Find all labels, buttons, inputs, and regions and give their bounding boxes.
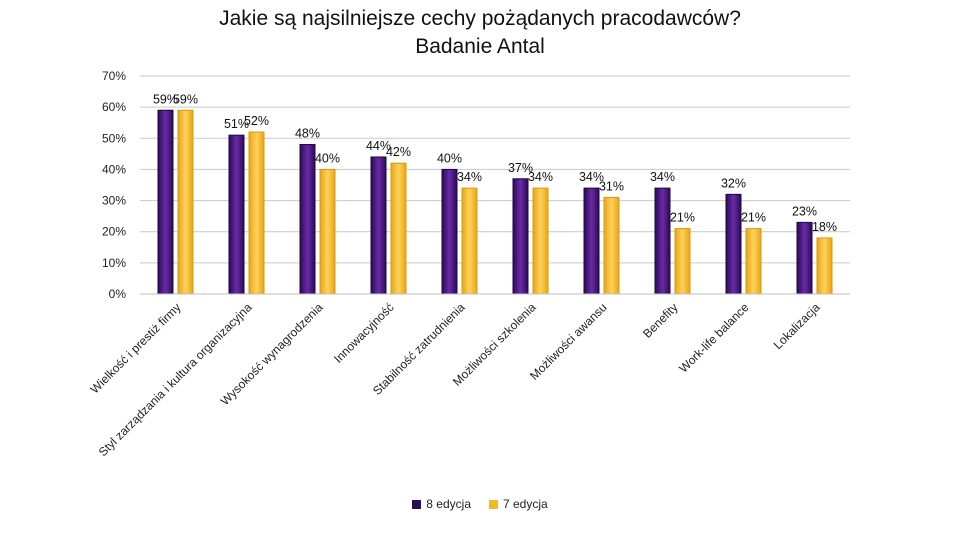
data-label: 32% <box>721 176 746 190</box>
y-tick-label: 30% <box>102 194 126 208</box>
data-label: 34% <box>579 170 604 184</box>
y-tick-label: 60% <box>102 100 126 114</box>
data-label: 40% <box>315 151 340 165</box>
data-label: 51% <box>224 117 249 131</box>
chart-subtitle: Badanie Antal <box>415 35 545 58</box>
legend-label-7-edycja: 7 edycja <box>503 497 548 511</box>
data-label: 52% <box>244 114 269 128</box>
data-label: 34% <box>528 170 553 184</box>
data-label: 37% <box>508 161 533 175</box>
legend-item-8-edycja: 8 edycja <box>412 497 471 511</box>
data-label: 31% <box>599 179 624 193</box>
data-label: 59% <box>173 92 198 106</box>
bar-8-edycja <box>512 178 529 295</box>
bar-8-edycja <box>654 187 671 295</box>
bar-7-edycja <box>674 228 691 295</box>
bar-8-edycja <box>583 187 600 295</box>
x-category-label: Styl zarządzania i kultura organizacyjna <box>96 300 255 459</box>
data-label: 34% <box>650 170 675 184</box>
data-label: 42% <box>386 145 411 159</box>
bar-8-edycja <box>370 156 387 295</box>
data-label: 23% <box>792 204 817 218</box>
bar-7-edycja <box>816 237 833 295</box>
bar-7-edycja <box>390 162 407 295</box>
x-category-label: Work-life balance <box>676 300 752 376</box>
bar-8-edycja <box>796 221 813 295</box>
bar-7-edycja <box>177 109 194 295</box>
bar-7-edycja <box>745 228 762 295</box>
x-category-label: Możliwości awansu <box>527 300 610 383</box>
y-tick-label: 40% <box>102 162 126 176</box>
bar-7-edycja <box>319 168 336 295</box>
chart-legend: 8 edycja 7 edycja <box>0 497 960 511</box>
data-label: 34% <box>457 170 482 184</box>
data-label: 21% <box>670 211 695 225</box>
bar-8-edycja <box>157 109 174 295</box>
x-category-label: Benefity <box>640 300 681 341</box>
bar-7-edycja <box>461 187 478 295</box>
data-label: 21% <box>741 211 766 225</box>
bar-8-edycja <box>441 168 458 295</box>
bar-7-edycja <box>603 196 620 295</box>
legend-swatch-7-edycja <box>489 499 498 509</box>
bar-7-edycja <box>248 131 265 295</box>
y-tick-label: 10% <box>102 256 126 270</box>
y-tick-label: 20% <box>102 225 126 239</box>
legend-swatch-8-edycja <box>412 499 422 509</box>
x-category-label: Lokalizacja <box>771 300 823 352</box>
bar-8-edycja <box>228 134 245 295</box>
y-tick-label: 0% <box>109 287 127 301</box>
legend-label-8-edycja: 8 edycja <box>426 497 471 511</box>
chart-title: Jakie są najsilniejsze cechy pożądanych … <box>219 7 741 30</box>
bar-8-edycja <box>725 193 742 295</box>
y-tick-label: 70% <box>102 69 126 83</box>
data-label: 59% <box>153 92 178 106</box>
data-label: 44% <box>366 139 391 153</box>
bar-7-edycja <box>532 187 549 295</box>
data-label: 48% <box>295 127 320 141</box>
data-label: 18% <box>812 220 837 234</box>
legend-item-7-edycja: 7 edycja <box>489 497 548 511</box>
bar-8-edycja <box>299 144 316 295</box>
y-tick-label: 50% <box>102 131 126 145</box>
x-category-label: Innowacyjność <box>331 300 397 366</box>
data-label: 40% <box>437 151 462 165</box>
